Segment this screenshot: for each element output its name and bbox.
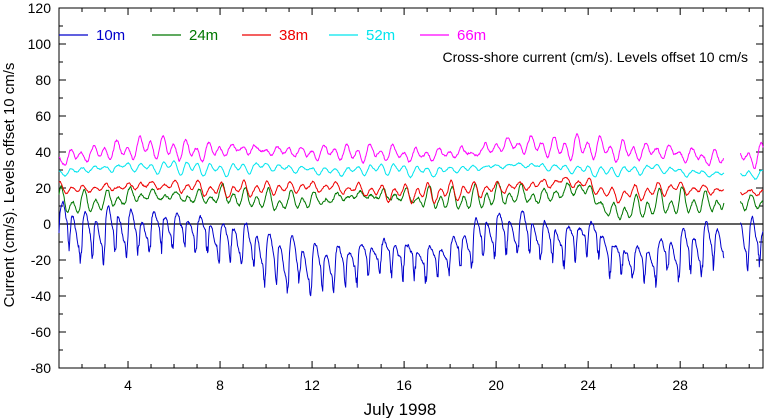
x-tick-label: 4 xyxy=(124,377,132,393)
series-line-24m xyxy=(58,181,763,221)
y-tick-label: -20 xyxy=(31,252,51,268)
series-line-38m xyxy=(58,176,764,205)
series-line-10m xyxy=(58,200,764,297)
x-tick-label: 16 xyxy=(396,377,412,393)
y-tick-label: 40 xyxy=(35,144,51,160)
legend-label-10m: 10m xyxy=(96,27,125,44)
y-tick-label: 100 xyxy=(28,36,52,52)
y-tick-label: -80 xyxy=(31,360,51,376)
y-tick-label: 0 xyxy=(43,216,51,232)
x-axis-label: July 1998 xyxy=(364,400,437,418)
series-line-52m xyxy=(58,160,764,180)
series-line-66m xyxy=(58,133,764,170)
x-tick-label: 28 xyxy=(672,377,688,393)
legend-label-52m: 52m xyxy=(366,27,395,44)
plot-frame xyxy=(58,7,764,369)
plot-area xyxy=(58,7,764,369)
y-tick-label: 80 xyxy=(35,72,51,88)
legend-label-38m: 38m xyxy=(279,27,308,44)
x-tick-label: 24 xyxy=(580,377,596,393)
series-lines xyxy=(58,133,764,297)
legend-label-66m: 66m xyxy=(457,27,486,44)
x-tick-label: 20 xyxy=(488,377,504,393)
y-tick-label: -40 xyxy=(31,288,51,304)
y-tick-label: 120 xyxy=(28,0,52,16)
axes: -80 -60 -40 -20 0 20 40 60 80 100 120 4 8 12 16 20 24 28 xyxy=(28,0,763,393)
chart-annotation: Cross-shore current (cm/s). Levels offse… xyxy=(443,49,749,65)
y-tick-label: 20 xyxy=(35,180,51,196)
y-tick-label: -60 xyxy=(31,324,51,340)
x-tick-label: 12 xyxy=(304,377,320,393)
legend: 10m 24m 38m 52m 66m xyxy=(59,27,486,44)
y-axis-label: Current (cm/s). Levels offset 10 cm/s xyxy=(1,63,18,308)
legend-label-24m: 24m xyxy=(189,27,218,44)
y-tick-label: 60 xyxy=(35,108,51,124)
x-tick-label: 8 xyxy=(216,377,224,393)
